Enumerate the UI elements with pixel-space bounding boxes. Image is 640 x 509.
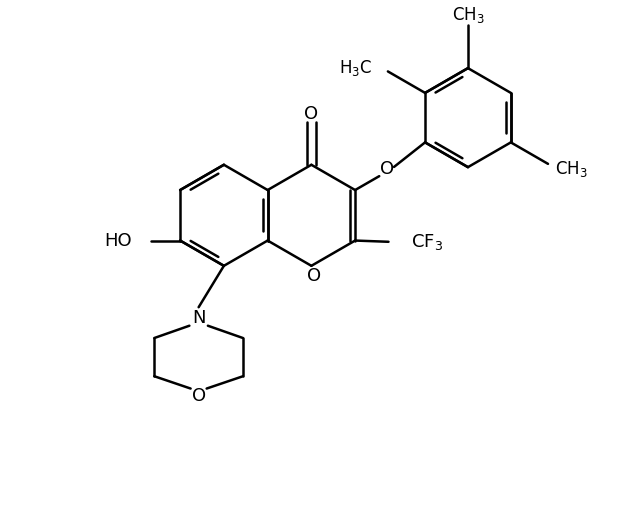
Text: O: O <box>307 267 321 285</box>
Text: CH$_3$: CH$_3$ <box>556 159 588 179</box>
Text: CF$_3$: CF$_3$ <box>411 232 443 252</box>
Text: O: O <box>305 105 319 123</box>
Text: O: O <box>380 160 394 178</box>
Text: CH$_3$: CH$_3$ <box>452 5 484 25</box>
Text: HO: HO <box>105 232 132 249</box>
Text: H$_3$C: H$_3$C <box>339 59 372 78</box>
Text: O: O <box>191 387 205 405</box>
Text: N: N <box>192 309 205 327</box>
